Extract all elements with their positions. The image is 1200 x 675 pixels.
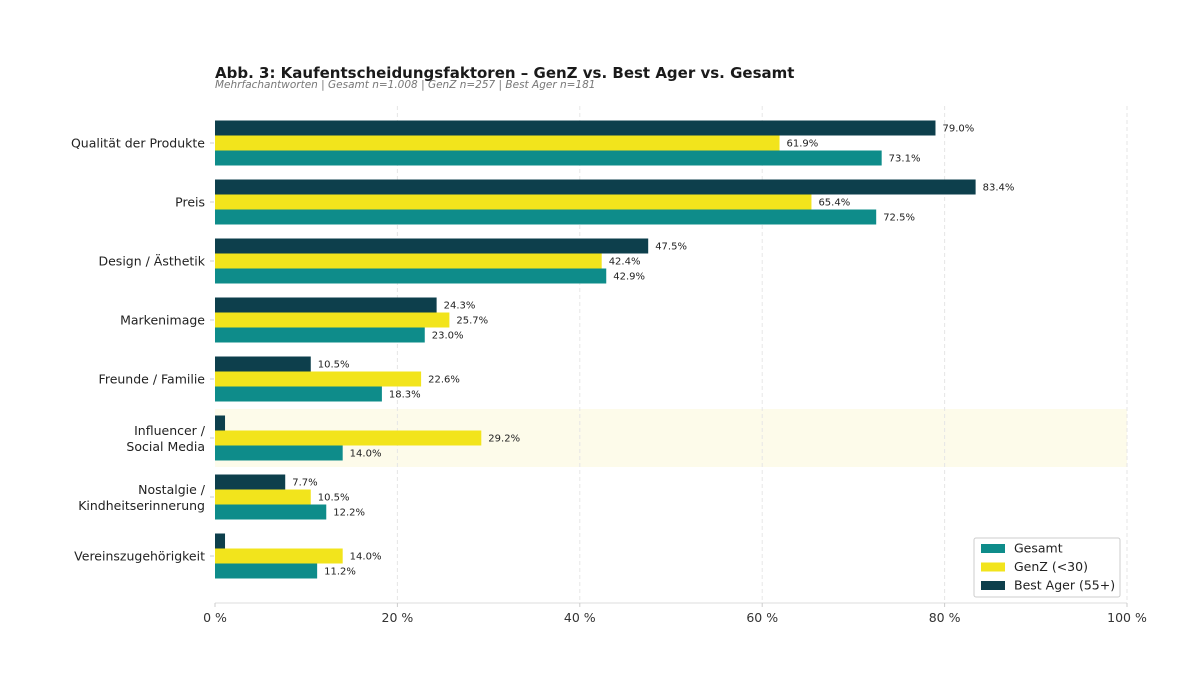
data-label: 42.9%: [613, 272, 645, 283]
category-label: Influencer / Social Media: [126, 423, 205, 454]
data-label: 22.6%: [428, 375, 460, 386]
data-label: 73.1%: [889, 154, 921, 165]
bar: [215, 209, 877, 225]
data-label: 23.0%: [432, 331, 464, 342]
chart-title: Abb. 3: Kaufentscheidungsfaktoren – GenZ…: [215, 64, 794, 82]
category-label: Nostalgie / Kindheitserinnerung: [78, 482, 206, 513]
bar: [215, 430, 482, 446]
data-label: 14.0%: [350, 552, 382, 563]
bar: [215, 533, 226, 549]
bar: [215, 135, 780, 151]
category-label: Freunde / Familie: [99, 372, 206, 387]
category-label: Qualität der Produkte: [71, 136, 205, 151]
bar: [215, 504, 327, 520]
bar: [215, 415, 226, 431]
chart-subtitle: Mehrfachantworten | Gesamt n=1.008 | Gen…: [215, 79, 595, 91]
category-label: Design / Ästhetik: [98, 254, 205, 269]
data-label: 65.4%: [818, 198, 850, 209]
bar: [215, 489, 311, 505]
data-label: 12.2%: [333, 508, 365, 519]
data-label: 72.5%: [883, 213, 915, 224]
category-label: Preis: [175, 195, 205, 210]
bar: [215, 120, 936, 136]
data-label: 47.5%: [655, 242, 687, 253]
data-label: 24.3%: [444, 301, 476, 312]
x-tick-label: 20 %: [382, 610, 414, 625]
legend-swatch: [981, 544, 1005, 553]
data-label: 11.2%: [324, 567, 356, 578]
data-label: 42.4%: [609, 257, 641, 268]
legend-box: [973, 537, 1121, 598]
bar: [215, 238, 649, 254]
legend-label: Best Ager (55+): [1014, 578, 1115, 593]
bar: [215, 253, 602, 269]
bar: [215, 297, 437, 313]
bar: [215, 386, 382, 402]
data-label: 7.7%: [292, 478, 317, 489]
data-label: 25.7%: [456, 316, 488, 327]
bar: [215, 548, 343, 564]
data-label: 83.4%: [983, 183, 1015, 194]
bar: [215, 312, 450, 328]
bar: [215, 563, 318, 579]
x-tick-label: 100 %: [1107, 610, 1147, 625]
bar: [215, 179, 976, 195]
data-label: 79.0%: [942, 124, 974, 135]
bar: [215, 150, 882, 166]
data-label: 61.9%: [787, 139, 819, 150]
data-label: 29.2%: [488, 434, 520, 445]
category-label: Vereinszugehörigkeit: [74, 549, 205, 564]
x-tick-label: 0 %: [203, 610, 227, 625]
data-label: 10.5%: [318, 360, 350, 371]
data-label: 10.5%: [318, 493, 350, 504]
legend: Gesamt GenZ (<30) Best Ager (55+): [973, 537, 1121, 598]
x-tick-label: 80 %: [929, 610, 961, 625]
bar: [215, 371, 422, 387]
bar: [215, 445, 343, 461]
bar: [215, 474, 286, 490]
data-label: 14.0%: [350, 449, 382, 460]
bar: [215, 356, 311, 372]
x-tick-label: 60 %: [746, 610, 778, 625]
x-tick-label: 40 %: [564, 610, 596, 625]
legend-label: Gesamt: [1014, 541, 1063, 556]
bar: [215, 194, 812, 210]
category-label: Markenimage: [120, 313, 205, 328]
bar: [215, 327, 425, 343]
bar: [215, 268, 607, 284]
data-label: 18.3%: [389, 390, 421, 401]
legend-swatch: [981, 581, 1005, 590]
legend-label: GenZ (<30): [1014, 559, 1088, 574]
legend-swatch: [981, 562, 1005, 572]
